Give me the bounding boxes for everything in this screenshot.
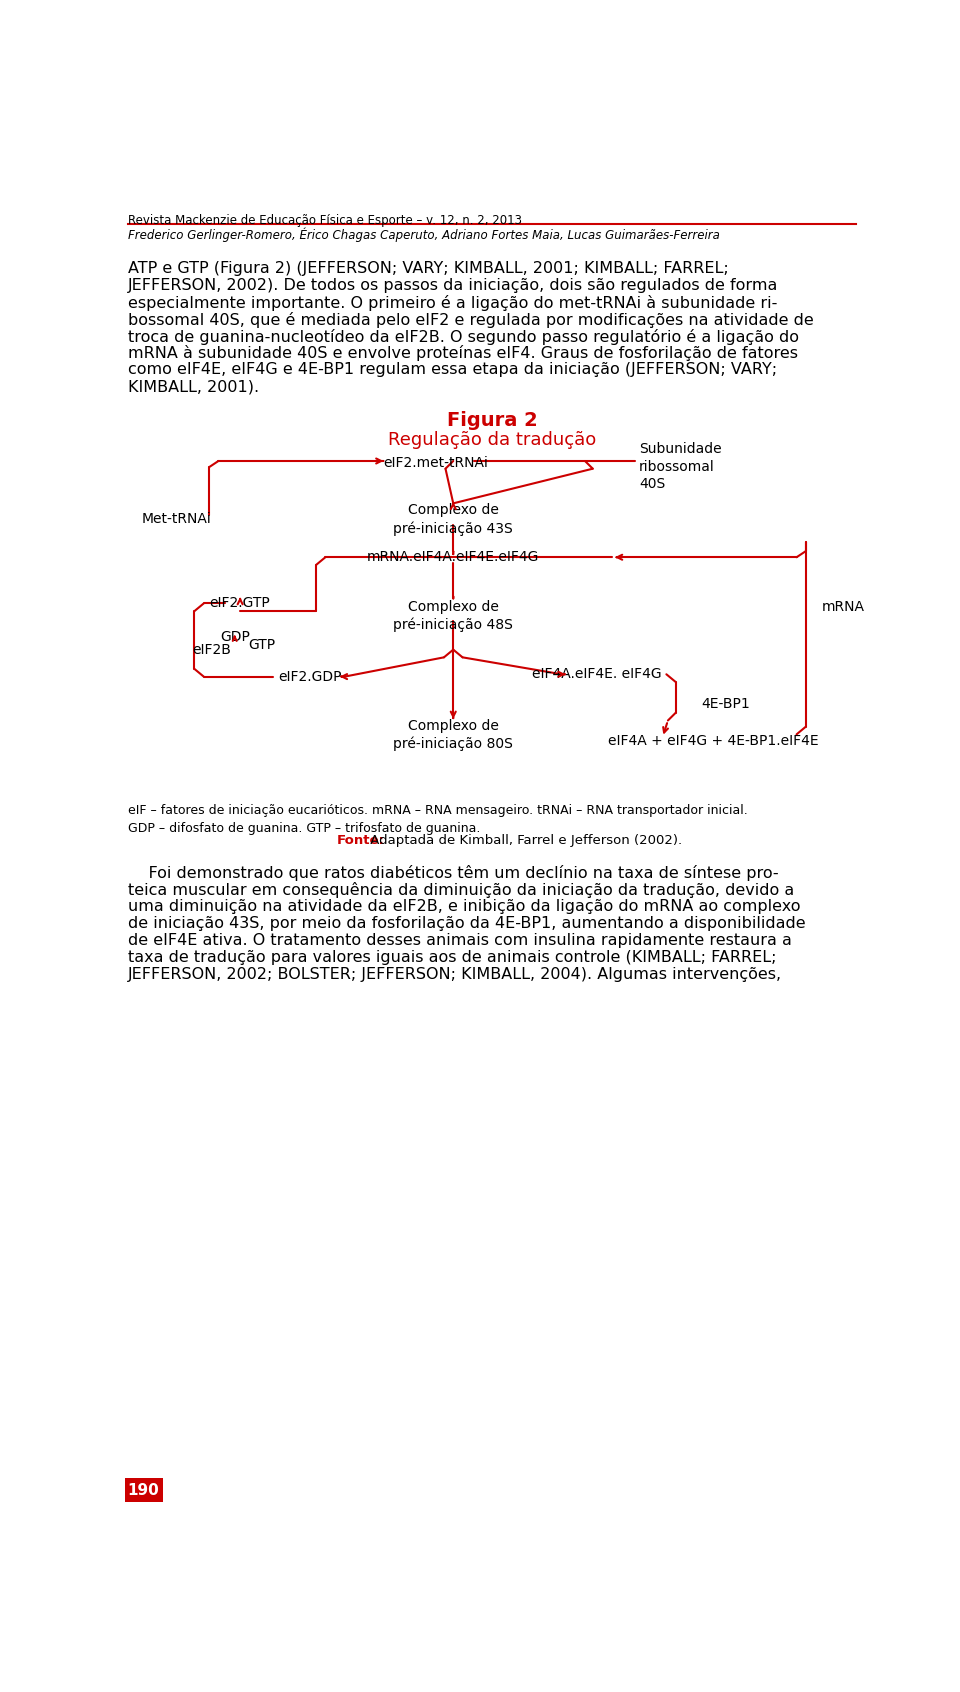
Text: eIF – fatores de iniciação eucarióticos. mRNA – RNA mensageiro. tRNAi – RNA tran: eIF – fatores de iniciação eucarióticos.…	[128, 804, 748, 834]
Text: bossomal 40S, que é mediada pelo eIF2 e regulada por modificações na atividade d: bossomal 40S, que é mediada pelo eIF2 e …	[128, 311, 813, 328]
Text: eIF4A.eIF4E. eIF4G: eIF4A.eIF4E. eIF4G	[532, 667, 661, 682]
Text: 4E-BP1: 4E-BP1	[701, 697, 750, 711]
Text: Subunidade
ribossomal
40S: Subunidade ribossomal 40S	[639, 442, 722, 491]
Text: Complexo de
pré-iniciação 48S: Complexo de pré-iniciação 48S	[394, 599, 514, 633]
Text: teica muscular em consequência da diminuição da iniciação da tradução, devido a: teica muscular em consequência da diminu…	[128, 882, 794, 898]
Text: eIF4A + eIF4G + 4E-BP1.eIF4E: eIF4A + eIF4G + 4E-BP1.eIF4E	[609, 734, 819, 748]
Text: eIF2.GTP: eIF2.GTP	[209, 596, 271, 609]
Text: eIF2.met-tRNAi: eIF2.met-tRNAi	[383, 455, 489, 469]
Text: Fonte:: Fonte:	[337, 834, 385, 848]
Text: eIF2B: eIF2B	[192, 643, 231, 658]
Text: mRNA.eIF4A.eIF4E.eIF4G: mRNA.eIF4A.eIF4E.eIF4G	[367, 550, 540, 563]
Text: Regulação da tradução: Regulação da tradução	[388, 431, 596, 448]
Text: uma diminuição na atividade da eIF2B, e inibição da ligação do mRNA ao complexo: uma diminuição na atividade da eIF2B, e …	[128, 898, 801, 914]
Text: Complexo de
pré-iniciação 43S: Complexo de pré-iniciação 43S	[394, 503, 514, 536]
Text: Frederico Gerlinger-Romero, Érico Chagas Caperuto, Adriano Fortes Maia, Lucas Gu: Frederico Gerlinger-Romero, Érico Chagas…	[128, 228, 720, 242]
Text: KIMBALL, 2001).: KIMBALL, 2001).	[128, 379, 259, 394]
Text: mRNA: mRNA	[822, 601, 864, 614]
Text: de iniciação 43S, por meio da fosforilação da 4E-BP1, aumentando a disponibilida: de iniciação 43S, por meio da fosforilaç…	[128, 915, 805, 931]
Text: Complexo de
pré-iniciação 80S: Complexo de pré-iniciação 80S	[394, 719, 514, 751]
Text: Figura 2: Figura 2	[446, 411, 538, 430]
Text: Met-tRNAi: Met-tRNAi	[142, 511, 211, 526]
Text: Revista Mackenzie de Educação Física e Esporte – v. 12, n. 2, 2013: Revista Mackenzie de Educação Física e E…	[128, 213, 521, 227]
Text: ATP e GTP (Figura 2) (JEFFERSON; VARY; KIMBALL, 2001; KIMBALL; FARREL;: ATP e GTP (Figura 2) (JEFFERSON; VARY; K…	[128, 261, 729, 276]
Text: GDP: GDP	[220, 631, 250, 645]
Text: 190: 190	[128, 1482, 159, 1497]
Text: especialmente importante. O primeiro é a ligação do met-tRNAi à subunidade ri-: especialmente importante. O primeiro é a…	[128, 294, 778, 311]
Text: de eIF4E ativa. O tratamento desses animais com insulina rapidamente restaura a: de eIF4E ativa. O tratamento desses anim…	[128, 932, 792, 948]
Text: eIF2.GDP: eIF2.GDP	[278, 670, 342, 684]
FancyBboxPatch shape	[125, 1479, 162, 1502]
Text: Adaptada de Kimball, Farrel e Jefferson (2002).: Adaptada de Kimball, Farrel e Jefferson …	[367, 834, 683, 848]
Text: como eIF4E, eIF4G e 4E-BP1 regulam essa etapa da iniciação (JEFFERSON; VARY;: como eIF4E, eIF4G e 4E-BP1 regulam essa …	[128, 362, 777, 377]
Text: JEFFERSON, 2002; BOLSTER; JEFFERSON; KIMBALL, 2004). Algumas intervenções,: JEFFERSON, 2002; BOLSTER; JEFFERSON; KIM…	[128, 966, 781, 981]
Text: JEFFERSON, 2002). De todos os passos da iniciação, dois são regulados de forma: JEFFERSON, 2002). De todos os passos da …	[128, 277, 779, 293]
Text: taxa de tradução para valores iguais aos de animais controle (KIMBALL; FARREL;: taxa de tradução para valores iguais aos…	[128, 949, 777, 964]
Text: troca de guanina-nucleotídeo da eIF2B. O segundo passo regulatório é a ligação d: troca de guanina-nucleotídeo da eIF2B. O…	[128, 328, 799, 345]
Text: mRNA à subunidade 40S e envolve proteínas eIF4. Graus de fosforilação de fatores: mRNA à subunidade 40S e envolve proteína…	[128, 345, 798, 362]
Text: Foi demonstrado que ratos diabéticos têm um declínio na taxa de síntese pro-: Foi demonstrado que ratos diabéticos têm…	[128, 865, 779, 882]
Text: GTP: GTP	[249, 638, 276, 651]
